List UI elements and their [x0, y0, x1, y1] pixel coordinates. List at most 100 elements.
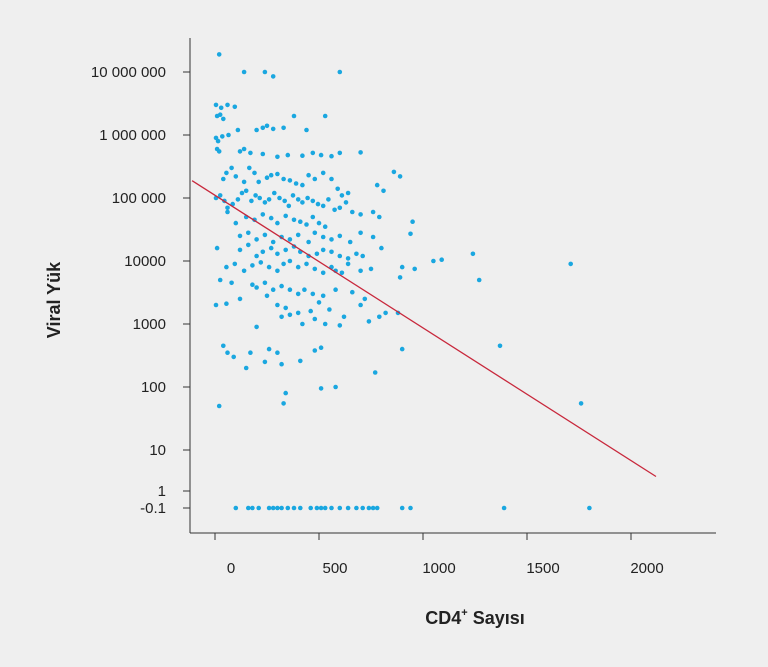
data-point — [268, 245, 274, 251]
data-point — [286, 203, 292, 209]
data-point — [377, 314, 382, 320]
data-point — [217, 112, 223, 117]
data-point — [270, 126, 276, 132]
data-point — [241, 268, 247, 274]
data-point — [360, 253, 366, 259]
data-point — [320, 293, 326, 299]
data-point — [257, 195, 263, 201]
data-point — [358, 212, 363, 217]
data-point — [275, 220, 280, 226]
data-point — [268, 215, 274, 221]
data-point — [233, 220, 239, 226]
x-tick-label: 1500 — [526, 560, 559, 577]
data-point — [337, 253, 343, 259]
data-point — [262, 280, 268, 286]
data-point — [320, 203, 326, 209]
data-point — [232, 261, 238, 267]
data-point — [316, 300, 322, 305]
data-point — [246, 505, 251, 511]
data-point — [300, 200, 305, 205]
data-point — [282, 198, 288, 204]
data-point — [306, 239, 311, 245]
data-point — [275, 350, 280, 356]
data-point — [320, 247, 326, 253]
y-tick-label: 1 — [158, 483, 166, 500]
data-point — [337, 150, 343, 156]
data-point — [302, 287, 307, 293]
data-point — [225, 209, 230, 215]
data-point — [374, 505, 380, 511]
data-point — [277, 195, 282, 201]
data-point — [337, 233, 343, 239]
data-point — [377, 214, 382, 220]
data-point — [312, 230, 318, 236]
data-point — [266, 505, 272, 511]
y-tick-label: 1 000 000 — [99, 127, 166, 144]
data-point — [308, 308, 314, 314]
y-tick-label: 100 — [141, 379, 166, 396]
data-point — [329, 153, 334, 159]
data-point — [300, 153, 305, 158]
data-point — [264, 293, 270, 299]
data-point — [337, 69, 343, 75]
data-point — [260, 212, 266, 217]
data-point — [370, 505, 376, 511]
data-point — [233, 505, 239, 511]
data-point — [254, 237, 259, 242]
data-point — [237, 247, 243, 253]
data-point — [345, 505, 351, 511]
data-point — [343, 200, 349, 205]
data-point — [287, 237, 293, 242]
data-point — [312, 348, 318, 353]
data-point — [254, 127, 259, 133]
data-point — [327, 307, 332, 312]
data-point — [262, 359, 268, 365]
x-tick-label: 2000 — [630, 560, 663, 577]
data-point — [291, 113, 297, 119]
data-point — [246, 230, 251, 236]
data-point — [221, 343, 226, 349]
data-point — [248, 150, 253, 156]
data-point — [226, 132, 231, 138]
data-point — [295, 264, 301, 270]
data-point — [215, 138, 221, 144]
data-point — [300, 321, 305, 327]
data-point — [374, 182, 380, 188]
data-point — [216, 149, 222, 154]
y-tick-label: 1000 — [133, 316, 166, 333]
data-point — [264, 175, 270, 180]
data-point — [326, 197, 331, 202]
data-point — [568, 261, 573, 267]
data-point — [224, 170, 229, 176]
data-point — [379, 245, 384, 251]
data-point — [399, 264, 405, 270]
data-point — [370, 234, 376, 240]
data-point — [270, 74, 276, 79]
y-tick-label: 10 000 000 — [91, 64, 166, 81]
data-point — [314, 505, 320, 511]
data-point — [250, 282, 255, 288]
data-point — [256, 505, 262, 511]
data-point — [339, 193, 345, 198]
data-point — [254, 285, 259, 290]
data-point — [262, 69, 268, 75]
data-point — [391, 169, 397, 175]
data-point — [225, 102, 230, 108]
data-point — [224, 264, 229, 270]
data-point — [333, 384, 338, 390]
data-point — [225, 350, 230, 356]
data-point — [339, 270, 345, 276]
data-point — [290, 193, 296, 198]
data-point — [285, 152, 291, 158]
data-point — [337, 505, 343, 511]
data-point — [322, 505, 328, 511]
data-point — [350, 209, 355, 215]
data-point — [283, 305, 289, 311]
data-point — [279, 505, 284, 511]
data-point — [279, 283, 284, 289]
data-point — [312, 176, 318, 182]
x-axis-title: CD4+ Sayısı — [425, 607, 525, 628]
y-tick-label: 10 — [149, 442, 166, 459]
data-point — [213, 302, 219, 308]
data-point — [372, 370, 378, 375]
